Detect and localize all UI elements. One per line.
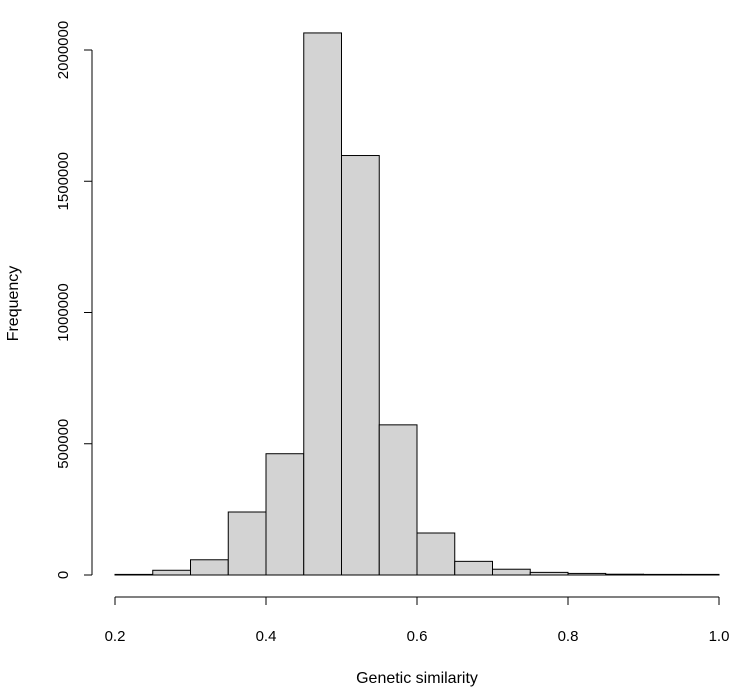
histogram-bar-6 (341, 155, 380, 576)
histogram-bar-4 (265, 453, 305, 576)
y-tick-label-4: 2000000 (55, 21, 72, 79)
histogram-bar-1 (152, 569, 191, 576)
histogram-bar-10 (492, 568, 531, 576)
y-axis-title: Frequency (5, 266, 22, 342)
histogram-bars (114, 32, 720, 576)
histogram-bar-14 (643, 573, 682, 576)
y-tick-label-3: 1500000 (55, 152, 72, 210)
x-tick-label-3: 0.8 (558, 628, 579, 645)
histogram-bar-11 (529, 571, 569, 576)
y-tick-label-1: 500000 (55, 419, 72, 469)
y-axis: 0 500000 1000000 1500000 2000000 (55, 21, 93, 579)
x-axis: 0.2 0.4 0.6 0.8 1.0 (105, 596, 730, 645)
histogram-bar-3 (227, 511, 267, 576)
x-tick-label-2: 0.6 (407, 628, 428, 645)
histogram-bar-9 (454, 560, 493, 576)
y-tick-label-2: 1000000 (55, 283, 72, 341)
x-tick-label-1: 0.4 (256, 628, 277, 645)
histogram-bar-15 (680, 573, 720, 576)
x-tick-label-0: 0.2 (105, 628, 126, 645)
histogram-bar-5 (303, 32, 342, 576)
histogram-bar-0 (114, 573, 154, 576)
x-axis-title: Genetic similarity (356, 670, 478, 687)
histogram-bar-8 (416, 532, 456, 576)
histogram-bar-12 (567, 572, 607, 576)
y-tick-label-0: 0 (55, 571, 72, 579)
histogram-bar-2 (190, 559, 229, 576)
histogram-bar-13 (605, 573, 644, 576)
histogram-bar-7 (378, 424, 418, 576)
x-tick-label-4: 1.0 (709, 628, 730, 645)
